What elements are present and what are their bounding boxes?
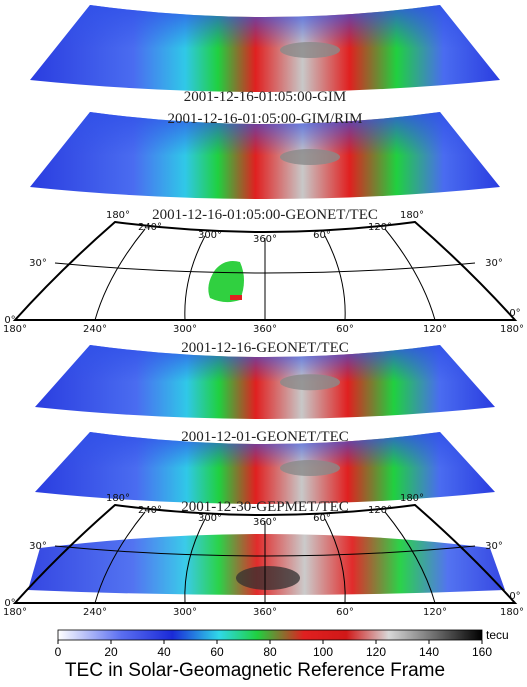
meridian-line [324,235,346,321]
colorbar-tick-label: 20 [104,645,118,659]
latitude-label: 0° [4,315,15,326]
longitude-label: 180° [400,493,424,504]
meridian-line [94,511,146,604]
longitude-label: 240° [83,607,107,618]
colorbar-tick-label: 0 [55,645,62,659]
colorbar-tick-label: 120 [366,645,386,659]
longitude-label: 60° [336,607,354,618]
longitude-label: 60° [313,230,331,241]
panel-caption: 2001-12-16-01:05:00-GIM/RIM [168,111,363,127]
panel-caption: 2001-12-16-01:05:00-GEONET/TEC [152,207,378,223]
tec-peak [280,460,340,476]
longitude-label: 240° [138,505,162,516]
longitude-label: 240° [138,222,162,233]
longitude-label: 180° [3,324,27,335]
longitude-label: 120° [423,607,447,618]
tec-patch [208,261,244,303]
meridian-line [324,518,346,604]
longitude-label: 360° [253,517,277,528]
tec-map [28,534,505,595]
longitude-label: 120° [368,222,392,233]
longitude-label: 60° [336,324,354,335]
longitude-label: 180° [106,210,130,221]
grid-outline [12,220,518,321]
longitude-label: 300° [198,230,222,241]
longitude-label: 180° [400,210,424,221]
meridian-line [184,235,206,321]
meridian-line [384,228,436,321]
meridian-line [184,518,206,604]
panel-caption: 2001-12-01-GEONET/TEC [181,429,348,445]
longitude-label: 300° [173,324,197,335]
latitude-label: 0° [509,591,520,602]
colorbar-tick-label: 160 [472,645,492,659]
longitude-label: 180° [3,607,27,618]
colorbar-tick-label: 40 [157,645,171,659]
tec-map-shade [30,112,500,199]
panel-caption: 2001-12-30-GEPMET/TEC [181,499,348,515]
panel-caption: 2001-12-16-01:05:00-GIM [184,89,346,105]
latitude-label: 30° [29,258,47,269]
tec-map-shade [35,345,495,419]
tec-peak [280,149,340,165]
longitude-label: 300° [198,513,222,524]
latitude-label: 0° [4,598,15,609]
tec-peak [236,566,300,590]
tec-peak [280,42,340,58]
colorbar-unit: tecu [486,628,509,642]
longitude-label: 120° [423,324,447,335]
colorbar-tick-label: 60 [210,645,224,659]
colorbar [57,629,483,641]
panel-caption: 2001-12-16-GEONET/TEC [181,340,348,356]
tec-map-shade [30,5,500,92]
longitude-label: 180° [106,493,130,504]
colorbar-tick-label: 100 [313,645,333,659]
longitude-label: 360° [253,324,277,335]
latitude-label: 30° [485,258,503,269]
latitude-label: 0° [509,308,520,319]
colorbar-tick-label: 140 [419,645,439,659]
longitude-label: 180° [500,324,524,335]
tec-peak [280,374,340,391]
longitude-label: 360° [253,607,277,618]
longitude-label: 60° [313,513,331,524]
longitude-label: 360° [253,234,277,245]
meridian-line [94,228,146,321]
tec-patch-red [230,295,242,300]
figure-title: TEC in Solar-Geomagnetic Reference Frame [65,660,445,681]
longitude-label: 240° [83,324,107,335]
grid-outline [12,503,518,604]
longitude-label: 120° [368,505,392,516]
latitude-label: 30° [485,541,503,552]
longitude-label: 300° [173,607,197,618]
meridian-line [384,511,436,604]
latitude-label: 30° [29,541,47,552]
longitude-label: 180° [500,607,524,618]
colorbar-tick-label: 80 [263,645,277,659]
tec-map-shade [35,432,495,504]
